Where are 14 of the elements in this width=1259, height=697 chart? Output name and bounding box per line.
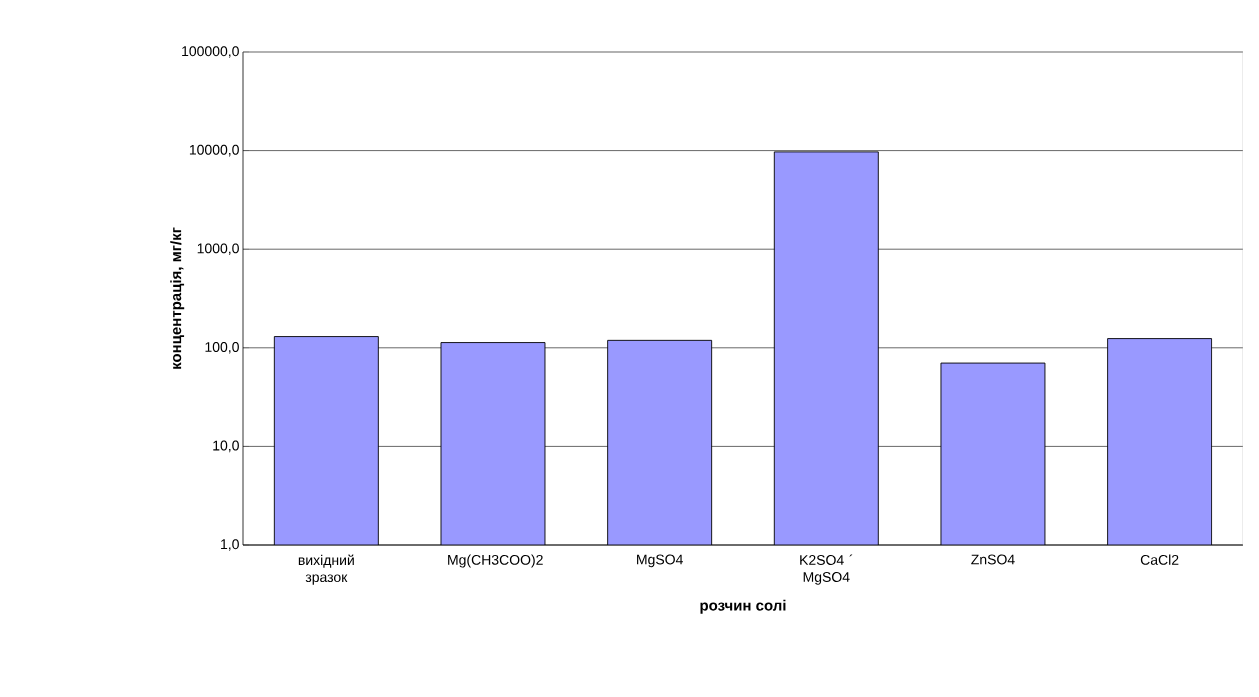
x-tick-label: ZnSO4: [971, 554, 1015, 565]
y-axis-title: концентрація, мг/кг: [170, 227, 185, 369]
y-tick-label: 10000,0: [189, 144, 239, 157]
x-axis-title: розчин солі: [700, 599, 786, 614]
x-tick-label: K2SO4 ´ MgSO4: [800, 554, 853, 585]
y-tick-label: 1000,0: [197, 243, 239, 255]
x-tick-label: вихідний зразок: [298, 554, 354, 585]
y-tick-label: 1,0: [221, 539, 239, 551]
y-tick-label: 10,0: [213, 440, 239, 453]
x-tick-label: CaCl2: [1140, 554, 1179, 565]
y-tick-label: 100,0: [205, 342, 239, 354]
x-tick-label: MgSO4: [637, 554, 683, 568]
y-tick-label: 100000,0: [182, 46, 239, 58]
x-tick-label: Mg(CH3COO)2: [448, 554, 543, 568]
